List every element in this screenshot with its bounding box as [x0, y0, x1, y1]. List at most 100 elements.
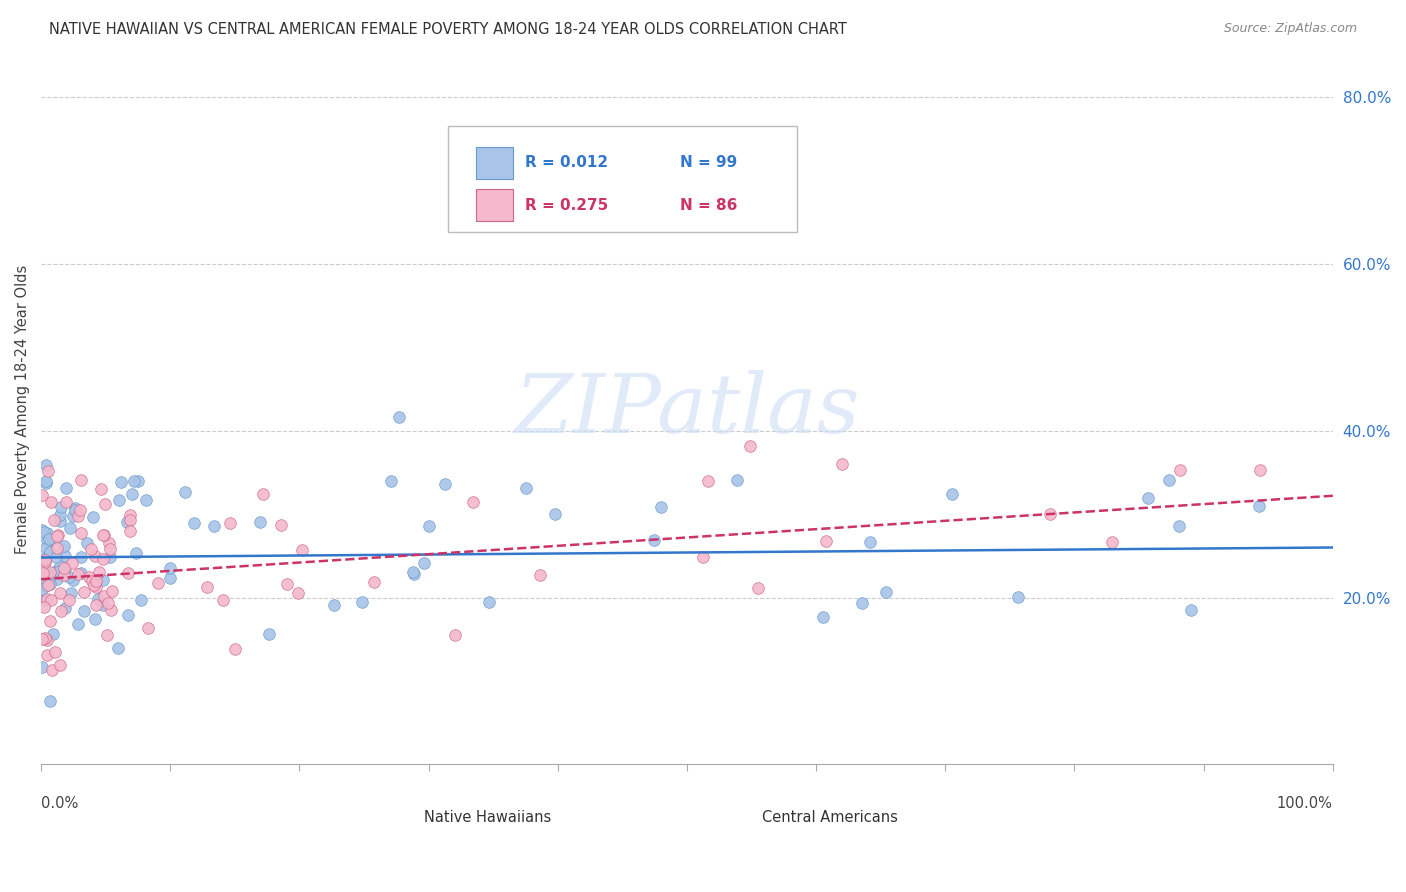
FancyBboxPatch shape	[449, 126, 797, 233]
Point	[107, 640, 129, 655]
Point	[58, 570, 80, 584]
Text: Central Americans: Central Americans	[762, 810, 898, 825]
Point	[45, 572, 67, 586]
Point	[62, 508, 84, 523]
Point	[98, 550, 121, 565]
Point	[45, 529, 67, 543]
Point	[120, 508, 142, 522]
Text: N = 86: N = 86	[681, 198, 738, 212]
Point	[39, 570, 62, 584]
Point	[1180, 603, 1202, 617]
Point	[129, 593, 152, 607]
Point	[697, 474, 720, 488]
Point	[37, 464, 59, 478]
Point	[49, 585, 72, 599]
Point	[70, 549, 93, 564]
Point	[31, 660, 53, 674]
Point	[37, 632, 59, 647]
Point	[1038, 508, 1060, 522]
Point	[219, 516, 242, 531]
Point	[34, 631, 56, 645]
Point	[35, 541, 58, 555]
Point	[39, 495, 62, 509]
Point	[173, 484, 195, 499]
Text: R = 0.275: R = 0.275	[526, 198, 609, 212]
Point	[58, 592, 80, 607]
Point	[39, 545, 62, 559]
Point	[859, 534, 882, 549]
Point	[350, 595, 373, 609]
Point	[91, 551, 114, 566]
Text: Native Hawaiians: Native Hawaiians	[425, 810, 551, 825]
Point	[515, 481, 537, 495]
Point	[1168, 463, 1191, 477]
Point	[831, 457, 853, 471]
Point	[55, 495, 77, 509]
Point	[77, 570, 100, 584]
Point	[44, 645, 66, 659]
Point	[418, 519, 440, 533]
Point	[1249, 463, 1271, 477]
Point	[224, 641, 246, 656]
Point	[402, 566, 425, 581]
Point	[875, 584, 897, 599]
Point	[287, 586, 309, 600]
Point	[73, 604, 96, 618]
Point	[444, 628, 467, 642]
Point	[183, 516, 205, 530]
Point	[93, 590, 115, 604]
Point	[39, 565, 62, 579]
Point	[1136, 491, 1159, 505]
Point	[125, 546, 148, 560]
Point	[98, 536, 121, 550]
Point	[59, 521, 82, 535]
Point	[643, 533, 665, 548]
Point	[1247, 500, 1270, 514]
Point	[34, 524, 56, 539]
Point	[529, 568, 551, 582]
Text: ZIPatlas: ZIPatlas	[515, 370, 859, 450]
Point	[135, 493, 157, 508]
Point	[94, 497, 117, 511]
Point	[252, 486, 274, 500]
Point	[93, 527, 115, 541]
Point	[90, 483, 112, 497]
Point	[39, 593, 62, 607]
Point	[363, 574, 385, 589]
Point	[117, 566, 139, 580]
Point	[650, 500, 672, 514]
Point	[725, 473, 748, 487]
Point	[53, 562, 76, 576]
Point	[98, 542, 121, 557]
Point	[388, 409, 411, 424]
Point	[146, 575, 169, 590]
Point	[73, 584, 96, 599]
Point	[51, 500, 73, 515]
Point	[39, 577, 62, 591]
Point	[270, 517, 292, 532]
Point	[811, 610, 834, 624]
Point	[39, 694, 62, 708]
Point	[35, 525, 58, 540]
Point	[70, 473, 93, 487]
Point	[42, 627, 65, 641]
Point	[413, 556, 436, 570]
Point	[69, 566, 91, 580]
Point	[941, 486, 963, 500]
Point	[115, 515, 138, 529]
Point	[31, 593, 53, 607]
Text: NATIVE HAWAIIAN VS CENTRAL AMERICAN FEMALE POVERTY AMONG 18-24 YEAR OLDS CORRELA: NATIVE HAWAIIAN VS CENTRAL AMERICAN FEMA…	[49, 22, 846, 37]
Text: 100.0%: 100.0%	[1277, 797, 1333, 812]
Point	[291, 543, 314, 558]
Bar	[477, 146, 513, 178]
Point	[84, 598, 107, 612]
Text: 0.0%: 0.0%	[41, 797, 79, 812]
Point	[42, 532, 65, 546]
Point	[101, 584, 124, 599]
Point	[212, 593, 235, 607]
Point	[52, 561, 75, 575]
Point	[402, 566, 425, 580]
Point	[740, 439, 762, 453]
Point	[202, 519, 225, 533]
Point	[117, 607, 139, 622]
